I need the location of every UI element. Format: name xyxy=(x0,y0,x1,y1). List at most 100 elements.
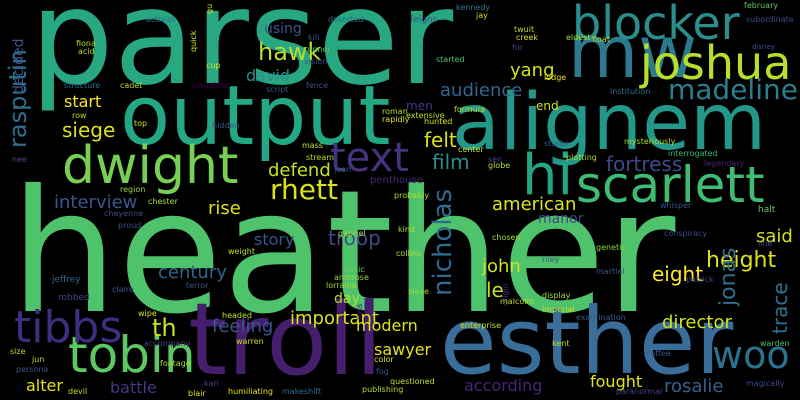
word: director xyxy=(662,312,732,333)
word: mw xyxy=(568,10,698,94)
word: feeling xyxy=(212,316,274,337)
word: ross xyxy=(355,303,364,320)
word: tibbs xyxy=(14,302,123,353)
word: interview xyxy=(54,192,138,213)
word: lorraine xyxy=(326,281,357,290)
word: siege xyxy=(62,118,116,142)
word: nicholas xyxy=(428,188,458,296)
word: lodge xyxy=(544,73,567,82)
word: fence xyxy=(306,81,329,90)
word: creek xyxy=(516,33,538,42)
word: story xyxy=(254,230,295,249)
word: jonas xyxy=(716,247,741,306)
word: esther xyxy=(440,288,734,395)
word: jeffrey xyxy=(52,275,81,285)
word: humiliating xyxy=(228,387,274,396)
word: examination xyxy=(576,313,626,322)
word: interrogated xyxy=(668,149,718,158)
word: terror xyxy=(186,281,209,290)
word: rapidly xyxy=(382,115,410,124)
word: vision xyxy=(304,57,328,66)
word: john xyxy=(482,256,521,277)
word: trace xyxy=(768,282,792,334)
word: fiona xyxy=(76,39,96,48)
word: wipe xyxy=(138,309,157,318)
word: penthouse xyxy=(370,175,423,186)
word: studio xyxy=(544,139,569,148)
word: start xyxy=(64,92,102,111)
word: weight xyxy=(228,247,255,256)
word: roman xyxy=(382,107,408,116)
word: kind xyxy=(398,225,416,234)
word: hi xyxy=(522,143,574,208)
word: eldest xyxy=(566,33,591,42)
word: blocker xyxy=(572,0,740,50)
word: accompany xyxy=(144,339,191,348)
word: formula xyxy=(454,105,485,114)
word: cup xyxy=(206,61,221,70)
word: said xyxy=(756,226,793,247)
word: woo xyxy=(712,333,790,377)
word: kennedy xyxy=(456,3,491,12)
word: persona xyxy=(16,365,49,374)
word: extensive xyxy=(406,111,445,120)
word: institution xyxy=(610,87,651,96)
word: troll xyxy=(188,281,383,398)
word: slave xyxy=(408,287,429,296)
word: questioned xyxy=(390,377,435,386)
word: le xyxy=(486,278,504,302)
word: slaughter xyxy=(192,81,230,90)
word: magically xyxy=(746,379,785,388)
word: hidden xyxy=(212,121,240,130)
word: fog xyxy=(376,367,389,376)
word: battle xyxy=(110,378,157,397)
word: text xyxy=(330,135,409,181)
word: martial xyxy=(596,267,625,276)
word: height xyxy=(706,248,777,273)
word: feigns xyxy=(410,15,438,25)
word: parser xyxy=(30,0,454,115)
word: color xyxy=(374,355,394,364)
word: fortress xyxy=(606,152,683,176)
word: imperial xyxy=(542,305,575,314)
word: malcolm xyxy=(500,297,535,306)
word: manor xyxy=(538,211,584,227)
word: yang xyxy=(510,60,555,81)
word: subordinate xyxy=(746,15,794,24)
word: scarlett xyxy=(576,156,765,214)
word: sawyer xyxy=(374,340,432,359)
word: probably xyxy=(394,191,430,200)
word: rhett xyxy=(270,173,338,206)
word: men xyxy=(406,99,433,113)
word: chosen xyxy=(492,233,521,242)
word: jun xyxy=(32,355,45,364)
word: dwight xyxy=(62,136,239,196)
word: cadet xyxy=(120,81,143,90)
word: audience xyxy=(440,80,523,101)
word: display xyxy=(542,291,571,300)
word: joan xyxy=(334,165,352,174)
word: kent xyxy=(552,339,570,348)
word: runner xyxy=(304,45,331,54)
word: genetic xyxy=(596,243,626,252)
word: according xyxy=(464,376,543,395)
word: alignem xyxy=(452,78,767,168)
word: mysteriously xyxy=(624,137,676,146)
word: quick xyxy=(189,30,198,52)
word: american xyxy=(492,194,577,215)
word: eight xyxy=(652,262,704,286)
word: defend xyxy=(268,160,331,181)
word: riley xyxy=(542,255,560,264)
word: proud xyxy=(118,221,142,230)
word: activist xyxy=(146,15,175,24)
word: david xyxy=(246,66,291,85)
word: chester xyxy=(148,197,178,206)
word: th xyxy=(152,314,177,342)
word: size xyxy=(10,347,26,356)
word: alter xyxy=(26,376,63,395)
word: acid xyxy=(78,47,95,56)
word: troop xyxy=(328,226,381,250)
word: gabriel xyxy=(338,229,366,238)
word: basic xyxy=(344,265,365,274)
